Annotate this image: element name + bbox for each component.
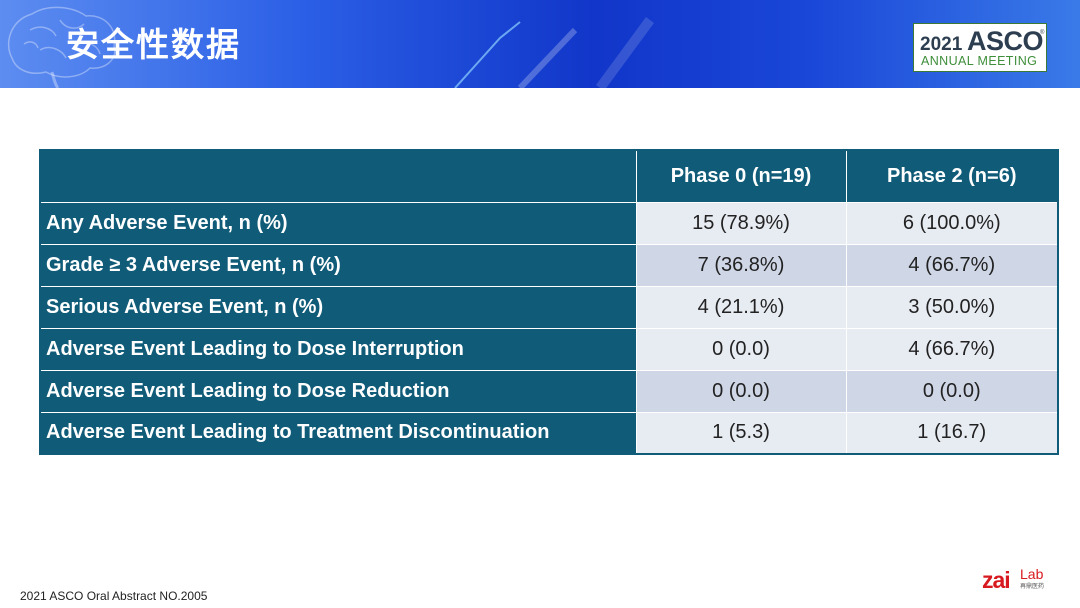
phase0-value: 0 (0.0): [635, 327, 847, 371]
zai-lab-logo: zai Lab 再鼎医药: [982, 567, 1060, 597]
row-label: Adverse Event Leading to Dose Interrupti…: [39, 327, 637, 371]
header-cell-phase2: Phase 2 (n=6): [845, 149, 1059, 203]
zai-logo-main: zai: [982, 567, 1011, 593]
asco-logo-name: ASCO: [967, 26, 1044, 56]
phase2-value: 6 (100.0%): [845, 201, 1059, 245]
brain-icon: [7, 6, 116, 88]
table-header-row: Phase 0 (n=19) Phase 2 (n=6): [39, 149, 1059, 203]
row-label: Adverse Event Leading to Treatment Disco…: [39, 411, 637, 455]
row-label: Serious Adverse Event, n (%): [39, 285, 637, 329]
light-streak-decoration: [454, 17, 655, 88]
phase0-value: 0 (0.0): [635, 369, 847, 413]
header-cell-empty: [39, 149, 637, 203]
source-citation: 2021 ASCO Oral Abstract NO.2005: [20, 589, 208, 603]
row-label: Any Adverse Event, n (%): [39, 201, 637, 245]
phase2-value: 3 (50.0%): [845, 285, 1059, 329]
table-row: Any Adverse Event, n (%) 15 (78.9%) 6 (1…: [39, 201, 1059, 245]
phase2-value: 0 (0.0): [845, 369, 1059, 413]
zai-logo-chinese: 再鼎医药: [1020, 584, 1045, 590]
phase0-value: 4 (21.1%): [635, 285, 847, 329]
safety-data-table: Phase 0 (n=19) Phase 2 (n=6) Any Adverse…: [39, 149, 1059, 455]
phase2-value: 4 (66.7%): [845, 243, 1059, 287]
row-label: Adverse Event Leading to Dose Reduction: [39, 369, 637, 413]
zai-logo-lab: Lab: [1020, 566, 1044, 582]
page-title: 安全性数据: [66, 25, 241, 64]
asco-logo: 2021 ASCO ® ANNUAL MEETING: [913, 23, 1047, 72]
table-row: Adverse Event Leading to Dose Interrupti…: [39, 327, 1059, 371]
phase0-value: 7 (36.8%): [635, 243, 847, 287]
row-label: Grade ≥ 3 Adverse Event, n (%): [39, 243, 637, 287]
asco-logo-registered: ®: [1040, 30, 1045, 36]
phase0-value: 1 (5.3): [635, 411, 847, 455]
phase0-value: 15 (78.9%): [635, 201, 847, 245]
table-row: Adverse Event Leading to Treatment Disco…: [39, 411, 1059, 455]
asco-logo-subtitle: ANNUAL MEETING: [921, 54, 1038, 68]
phase2-value: 4 (66.7%): [845, 327, 1059, 371]
asco-logo-year: 2021: [920, 34, 963, 55]
table-row: Adverse Event Leading to Dose Reduction …: [39, 369, 1059, 413]
header-cell-phase0: Phase 0 (n=19): [635, 149, 847, 203]
table-row: Grade ≥ 3 Adverse Event, n (%) 7 (36.8%)…: [39, 243, 1059, 287]
table-row: Serious Adverse Event, n (%) 4 (21.1%) 3…: [39, 285, 1059, 329]
slide-header: 安全性数据 2021 ASCO ® ANNUAL MEETING: [0, 0, 1080, 88]
phase2-value: 1 (16.7): [845, 411, 1059, 455]
